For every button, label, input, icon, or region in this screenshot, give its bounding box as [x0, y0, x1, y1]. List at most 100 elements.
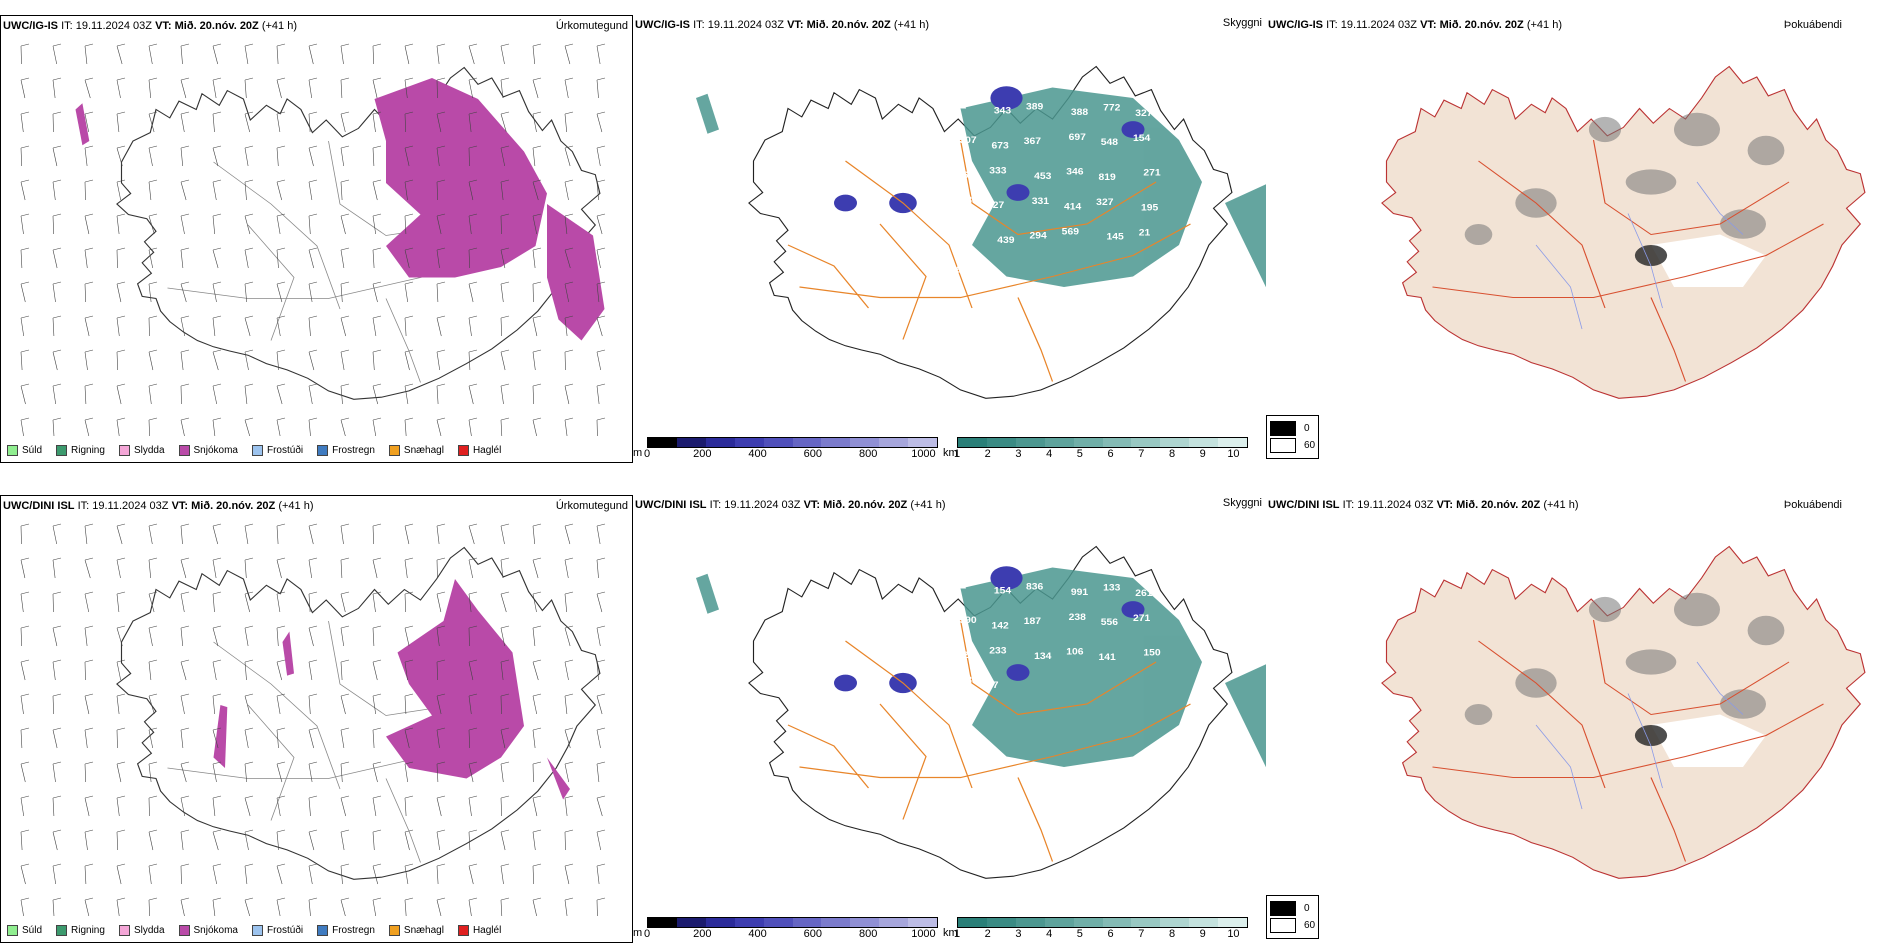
wind-barbs [20, 523, 606, 916]
legend-item: Haglél [457, 445, 501, 456]
legend-item: Snæhagl [388, 925, 444, 936]
height-label: 346 [1066, 167, 1084, 177]
coastline [1381, 65, 1866, 399]
legend-label: Slydda [133, 445, 165, 456]
scale-step [1160, 438, 1190, 447]
iceland-outline [116, 546, 601, 880]
scale-step [792, 918, 822, 927]
height-label: 154 [994, 586, 1012, 596]
legend-swatch [118, 925, 130, 936]
height-label: 307 [959, 136, 977, 146]
legend-swatch [457, 925, 469, 936]
panel-header: UWC/DINI ISL IT: 19.11.2024 03Z VT: Mið.… [3, 500, 314, 512]
legend-swatch [388, 445, 400, 456]
legend-label: Súld [22, 925, 43, 936]
height-label: 333 [989, 166, 1007, 176]
height-label: 990 [959, 616, 977, 626]
legend-label: Haglél [472, 925, 502, 936]
scale-tick-label: 6 [1107, 448, 1114, 460]
height-label: 653 [955, 675, 973, 685]
scale-step [1160, 918, 1190, 927]
panel-header: UWC/IG-IS IT: 19.11.2024 03Z VT: Mið. 20… [1268, 19, 1563, 31]
legend-swatch [317, 445, 329, 456]
legend-swatch [118, 445, 130, 456]
fog-legend-swatch [1270, 901, 1296, 916]
panel-header: UWC/DINI ISL IT: 19.11.2024 03Z VT: Mið.… [1268, 499, 1579, 511]
scale-step [986, 918, 1016, 927]
scale-step [908, 918, 938, 927]
scale-tick-label: 8 [1168, 928, 1176, 940]
scale-ticks: 1 2 3 4 5 6 7 8 9 10 [954, 448, 1248, 460]
scale-step [850, 438, 880, 447]
height-label: 772 [1103, 103, 1121, 113]
scale-step [1189, 918, 1219, 927]
scale-tick-label: 4 [1046, 928, 1053, 940]
height-label: 388 [1071, 107, 1089, 117]
height-label: 527 [987, 201, 1005, 211]
legend-swatch [388, 925, 400, 936]
scale-step [705, 438, 735, 447]
height-label: 414 [1064, 202, 1082, 212]
fog-panel-row1: UWC/IG-IS IT: 19.11.2024 03Z VT: Mið. 20… [1266, 15, 1900, 463]
wind-barbs [20, 43, 606, 436]
height-scale: m 0 200 400 600 800 1000 [633, 437, 938, 460]
legend-swatch [251, 445, 263, 456]
scale-ticks: 0 200 400 600 800 1000 [644, 448, 938, 460]
legend-label: Frostúði [266, 445, 304, 456]
legend-item: Súld [7, 925, 42, 936]
panel-title: Skyggni [1222, 17, 1262, 29]
scale-ticks: 1 2 3 4 5 6 7 8 9 10 [953, 928, 1248, 940]
height-label: 461 [949, 101, 967, 111]
panel-header: UWC/DINI ISL IT: 19.11.2024 03Z VT: Mið.… [635, 499, 946, 511]
scale-step [763, 438, 793, 447]
height-label: 673 [992, 141, 1010, 151]
scale-unit: km [943, 447, 958, 459]
height-label: 367 [1024, 137, 1042, 147]
scale-tick-label: 200 [693, 448, 712, 460]
height-scale: m 0 200 400 600 800 1000 [633, 917, 938, 940]
legend-label: Frostúði [266, 925, 304, 936]
iceland-outline [1381, 545, 1866, 879]
scale-tick-label: 10 [1227, 928, 1240, 940]
scale-step [879, 918, 909, 927]
scale-step [1015, 918, 1045, 927]
height-label: 261 [1135, 588, 1153, 598]
legend-swatch [317, 925, 329, 936]
legend-item: Frostregn [317, 445, 375, 456]
road-network [1432, 619, 1824, 862]
legend-swatch [178, 925, 190, 936]
height-label: 991 [1071, 587, 1089, 597]
visibility-scale: km 1 2 3 4 5 6 7 8 9 10 [943, 917, 1248, 940]
scale-step [1102, 438, 1132, 447]
scale-tick-label: 800 [858, 448, 878, 460]
scale-tick-label: 10 [1227, 448, 1240, 460]
river-network [1535, 181, 1744, 330]
height-label: 453 [1034, 171, 1052, 181]
height-label: 134 [1034, 651, 1052, 661]
scale-tick-label: 1 [953, 928, 961, 940]
scale-tick-label: 200 [693, 928, 712, 940]
fog-area [1634, 725, 1668, 746]
scale-step [792, 438, 822, 447]
height-label: 07 [987, 681, 999, 691]
scale-unit: m [633, 927, 643, 939]
scale-step [1218, 918, 1248, 927]
legend-swatch [56, 445, 68, 456]
scale-bar [957, 437, 1248, 448]
panel-title: Þokuábendi [1783, 499, 1842, 511]
height-label: 508 [955, 195, 973, 205]
height-label: 133 [1103, 583, 1121, 593]
height-label: 271 [1143, 168, 1161, 178]
legend-label: Rigning [71, 925, 105, 936]
legend-label: Frostregn [332, 445, 375, 456]
scale-step [1073, 918, 1103, 927]
scale-tick-label: 3 [1015, 928, 1022, 940]
precip-type-panel-row2: UWC/DINI ISL IT: 19.11.2024 03Z VT: Mið.… [0, 495, 633, 943]
panel-title: Skyggni [1222, 497, 1262, 509]
fog-legend-label: 0 [1304, 903, 1310, 914]
fog-panel-row2: UWC/DINI ISL IT: 19.11.2024 03Z VT: Mið.… [1266, 495, 1900, 943]
height-label: 187 [1024, 617, 1042, 627]
height-label: 238 [1069, 612, 1087, 622]
snow-area [75, 78, 605, 341]
scale-step [1073, 438, 1103, 447]
